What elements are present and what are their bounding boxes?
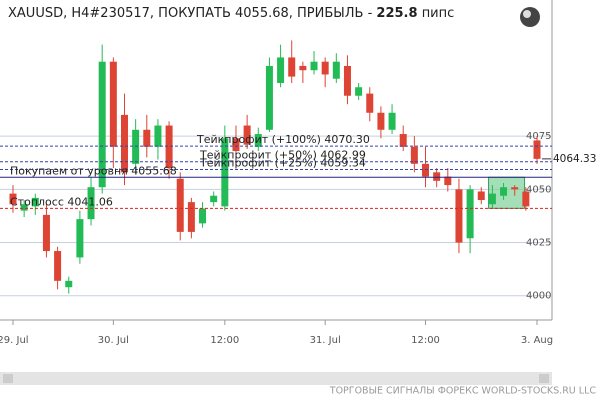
candle-body: [366, 93, 374, 113]
candle-body: [466, 189, 474, 239]
candle-body: [444, 176, 452, 186]
y-tick-label: 4050: [526, 184, 551, 195]
candle-body: [522, 191, 530, 207]
candle-body: [511, 187, 519, 190]
candle-body: [154, 125, 162, 147]
candle-body: [20, 204, 28, 211]
level-label: Тейкпрофит (+50%) 4062.99: [199, 149, 366, 162]
candle-body: [98, 61, 106, 188]
candle-body: [31, 197, 39, 207]
scroll-left[interactable]: [3, 374, 13, 383]
globe-icon[interactable]: [520, 7, 540, 27]
candle-body: [399, 134, 407, 147]
x-tick-label: 30. Jul: [98, 335, 129, 346]
candle-body: [254, 134, 262, 147]
level-label: Тейкпрофит (+25%) 4059.34: [199, 156, 366, 169]
candle-body: [533, 140, 541, 159]
y-tick-label: 4025: [526, 238, 551, 249]
candle-body: [143, 129, 151, 147]
candle-body: [243, 125, 251, 145]
candle-body: [477, 191, 485, 200]
candle-body: [500, 187, 508, 196]
footer: ТОРГОВЫЕ СИГНАЛЫ ФОРЕКС WORLD-STOCKS.RU …: [329, 386, 597, 397]
last-price-label: 4064.33: [553, 153, 596, 165]
y-tick-label: 4000: [526, 291, 551, 302]
candle-body: [210, 195, 218, 203]
candle-body: [65, 280, 73, 288]
scrollbar[interactable]: [0, 372, 552, 385]
x-tick-label: 12:00: [411, 335, 440, 346]
level-label: Покупаем от уровня 4055.68: [10, 164, 177, 177]
candle-body: [87, 187, 95, 220]
profit-unit: пипс: [422, 6, 455, 21]
candle-body: [321, 61, 329, 75]
x-tick-label: 3. Aug: [521, 335, 553, 346]
candle-body: [455, 189, 463, 243]
candle-body: [76, 219, 84, 258]
candle-body: [109, 61, 117, 147]
candle-body: [9, 193, 17, 205]
x-tick-label: 29. Jul: [0, 335, 29, 346]
candle-body: [265, 65, 273, 130]
candle-body: [388, 112, 396, 130]
candle-body: [355, 87, 363, 96]
profit: 225.8: [376, 6, 417, 21]
candle-body: [120, 114, 128, 173]
candle-body: [232, 138, 240, 152]
candle-body: [310, 61, 318, 71]
candle-body: [332, 61, 340, 79]
candle-body: [221, 138, 229, 207]
scroll-right[interactable]: [539, 374, 549, 383]
candle-body: [187, 202, 195, 232]
candle-body: [165, 125, 173, 169]
candle-body: [410, 146, 418, 164]
candle-body: [199, 208, 207, 224]
level-label: Стоплосс 4041.06: [10, 195, 113, 208]
x-tick-label: 31. Jul: [310, 335, 341, 346]
candle-body: [422, 163, 430, 177]
candle-body: [277, 57, 285, 83]
candle-body: [42, 214, 50, 252]
candle-body: [176, 178, 184, 232]
candle-body: [132, 129, 140, 164]
candle-body: [433, 172, 441, 181]
candle-body: [54, 251, 62, 281]
title-text: XAUUSD, H4#230517, ПОКУПАТЬ 4055.68, ПРИ…: [8, 6, 373, 21]
level-label: Тейкпрофит (+100%) 4070.30: [196, 133, 370, 146]
candle-body: [488, 193, 496, 205]
y-tick-label: 4075: [526, 131, 551, 142]
chart-title: XAUUSD, H4#230517, ПОКУПАТЬ 4055.68, ПРИ…: [8, 6, 454, 21]
candle-body: [343, 65, 351, 96]
candle-body: [288, 57, 296, 77]
candle-body: [377, 112, 385, 130]
candle-body: [299, 65, 307, 71]
x-tick-label: 12:00: [210, 335, 239, 346]
